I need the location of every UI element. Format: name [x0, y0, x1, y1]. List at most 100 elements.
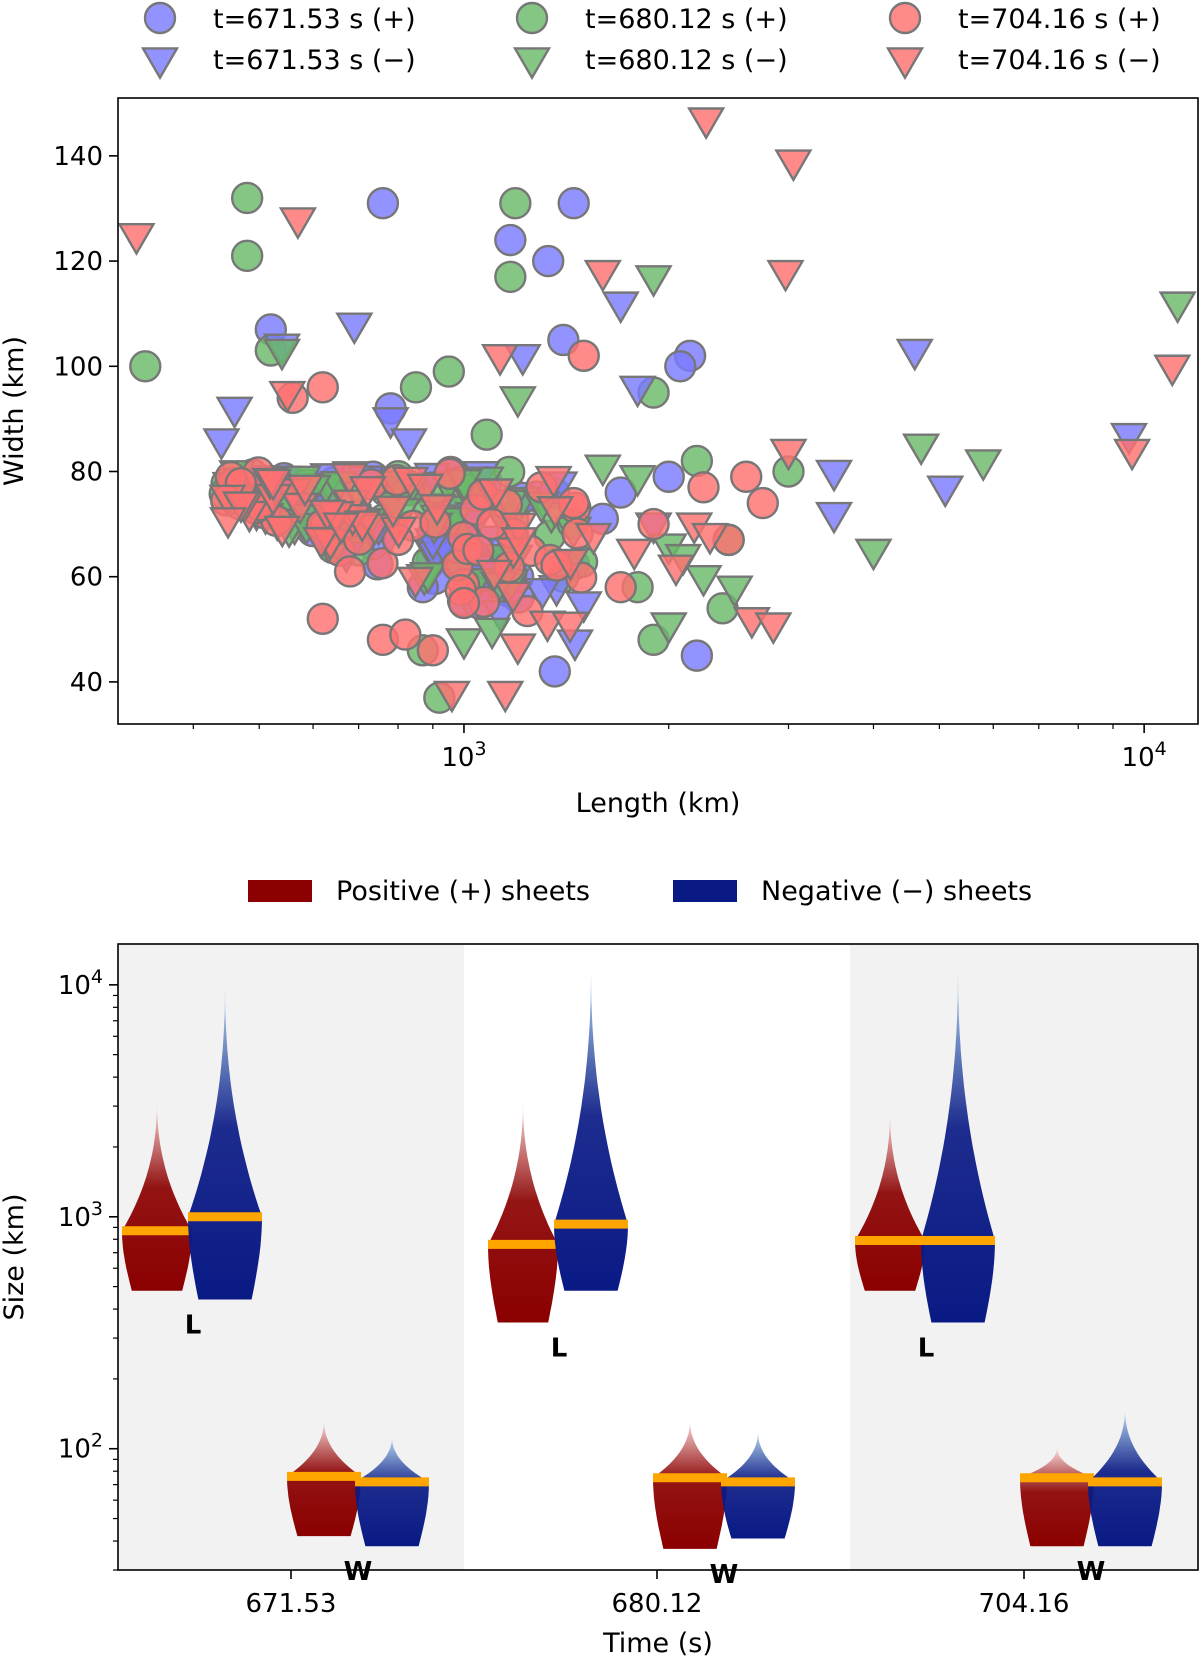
x-tick-label: 103 [441, 738, 486, 773]
y-tick-label: 60 [70, 563, 103, 593]
violin-length-negative [921, 970, 995, 1323]
scatter-point [498, 386, 537, 419]
scatter-point [601, 291, 640, 325]
scatter-point [664, 350, 697, 383]
scatter-point [652, 460, 685, 493]
legend-marker [512, 47, 552, 81]
scatter-point [567, 339, 600, 372]
scatter-point [322, 512, 361, 546]
scatter-point [230, 239, 264, 273]
scatter-point [348, 476, 387, 509]
series-5 [117, 107, 1192, 714]
scatter-point [814, 459, 854, 493]
scatter-x-axis-label: Length (km) [576, 788, 741, 819]
y-tick-label: 102 [58, 1430, 103, 1465]
scatter-point [254, 468, 293, 502]
x-tick-label: 671.53 [246, 1589, 337, 1619]
y-tick-label: 80 [70, 457, 103, 487]
scatter-point [499, 187, 532, 220]
violin-length-positive [488, 1102, 558, 1323]
legend-entry: t=680.12 s (+) [515, 1, 788, 35]
legend-label: Positive (+) sheets [336, 876, 590, 907]
violin-legend: Positive (+) sheets Negative (−) sheets [248, 876, 1032, 907]
scatter-point [774, 149, 813, 183]
violin-length-positive [855, 1113, 925, 1291]
y-tick-label: 100 [53, 352, 103, 382]
scatter-point [604, 571, 637, 604]
legend-label: t=704.16 s (+) [958, 4, 1161, 35]
scatter-y-ticks: 40 60 80 100 120 140 [53, 142, 118, 698]
legend-marker [140, 47, 180, 81]
scatter-point [209, 507, 248, 540]
scatter-point [538, 655, 571, 688]
scatter-point [634, 265, 673, 298]
legend-label: t=704.16 s (−) [958, 45, 1161, 76]
scatter-point [418, 494, 457, 527]
legend-entry: t=671.53 s (+) [143, 1, 416, 35]
scatter-point [263, 515, 302, 549]
scatter-point [618, 375, 657, 409]
scatter-point [534, 465, 573, 499]
legend-swatch [248, 880, 312, 902]
legend-entry: t=671.53 s (−) [140, 45, 416, 81]
violin-y-ticks: 102 103 104 [58, 966, 118, 1571]
violin-group-671.53: LW [122, 986, 429, 1587]
scatter-point [480, 344, 520, 377]
legend-swatch [673, 880, 737, 902]
y-tick-label: 120 [53, 247, 103, 277]
violin-axes-frame [117, 943, 1199, 1571]
legend-label: t=680.12 s (−) [585, 45, 788, 76]
violin-width-positive [653, 1420, 727, 1549]
scatter-point [389, 618, 422, 651]
scatter-point [306, 371, 339, 404]
violin-length-negative [188, 986, 262, 1300]
scatter-point [262, 338, 302, 372]
width-label: W [710, 1560, 739, 1590]
scatter-point [854, 538, 893, 572]
scatter-point [637, 507, 670, 541]
scatter-point [583, 259, 622, 293]
y-tick-label: 103 [58, 1198, 103, 1233]
scatter-point [498, 633, 537, 667]
scatter-point [416, 634, 450, 667]
scatter-point [285, 474, 325, 508]
scatter-point [680, 639, 714, 672]
scatter-point [432, 355, 466, 388]
scatter-point [895, 338, 934, 372]
legend-entry: Positive (+) sheets [248, 876, 590, 907]
scatter-point [550, 611, 590, 645]
scatter-y-axis-label: Width (km) [0, 336, 30, 486]
scatter-points [117, 107, 1197, 714]
scatter-point [333, 555, 367, 588]
scatter-point [532, 244, 565, 278]
width-label: W [1077, 1557, 1106, 1587]
scatter-point [396, 566, 435, 600]
violin-width-negative [355, 1437, 429, 1547]
scatter-point [1158, 291, 1197, 325]
violin-x-ticks: 671.53 680.12 704.16 [246, 1570, 1069, 1619]
x-tick-label: 104 [1122, 738, 1167, 773]
legend-label: t=680.12 s (+) [585, 4, 788, 35]
y-tick-label: 140 [53, 142, 103, 172]
scatter-point [389, 428, 429, 462]
scatter-point [536, 496, 575, 529]
width-label: W [344, 1557, 373, 1587]
scatter-point [687, 107, 726, 141]
scatter-point [656, 554, 696, 588]
violin-x-axis-label: Time (s) [602, 1628, 713, 1659]
scatter-point [1153, 354, 1192, 388]
scatter-point [366, 187, 400, 220]
legend-entry: Negative (−) sheets [673, 876, 1032, 907]
scatter-point [432, 680, 471, 714]
scatter-point [557, 187, 590, 220]
scatter-point [230, 181, 264, 215]
scatter-point [399, 371, 433, 404]
scatter-point [475, 559, 514, 593]
scatter-point [268, 380, 307, 414]
scatter-point [754, 612, 793, 646]
scatter-point [371, 407, 410, 440]
scatter-point [769, 438, 808, 472]
violin-panel: Positive (+) sheets Negative (−) sheets L… [0, 876, 1199, 1659]
scatter-x-ticks: 103 104 [192, 724, 1167, 773]
violin-length-positive [122, 1102, 192, 1291]
